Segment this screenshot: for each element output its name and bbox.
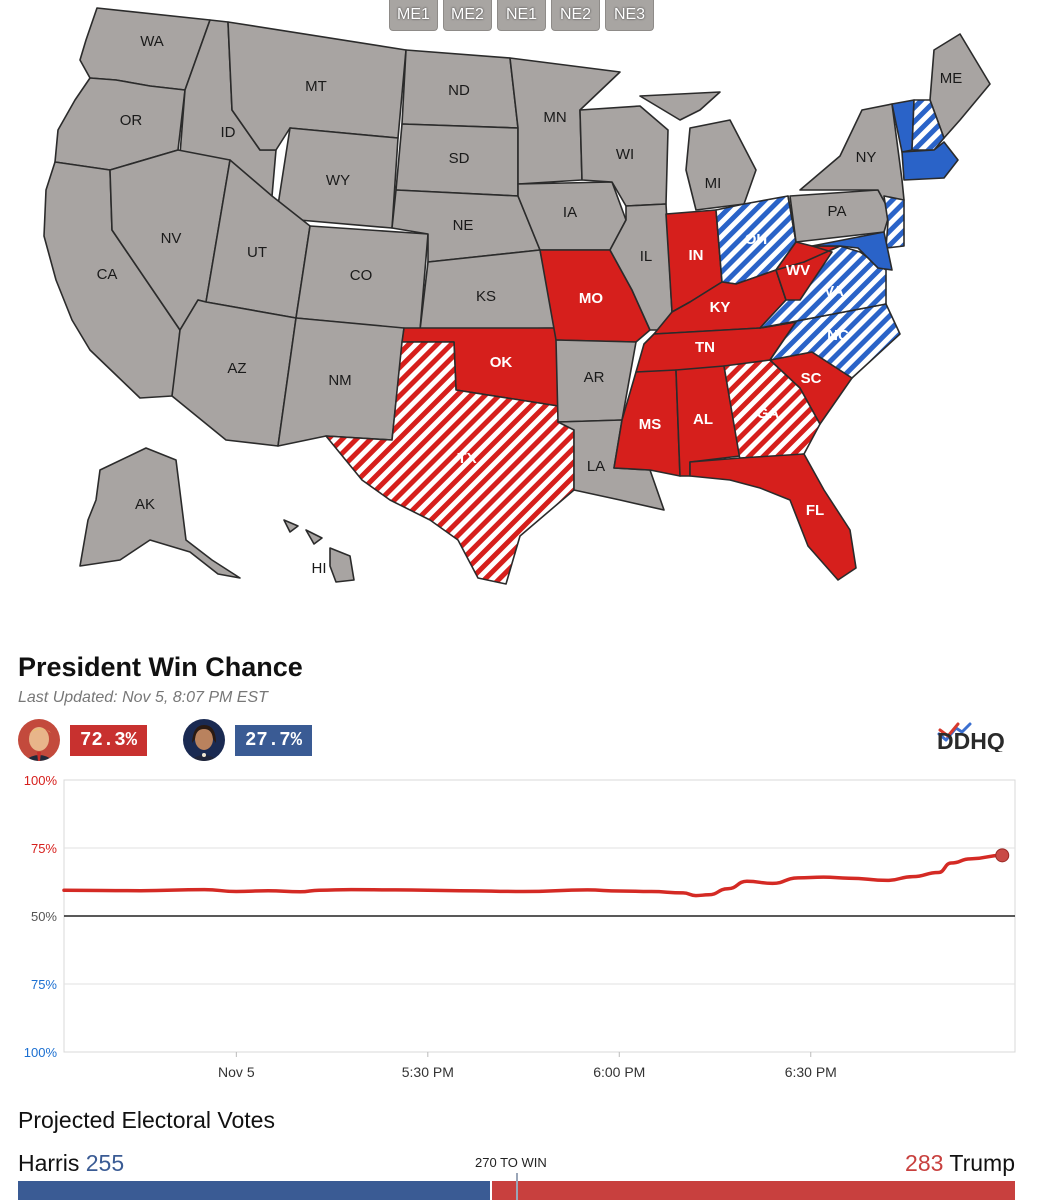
state-label-wv: WV [786,262,810,279]
district-button-me2[interactable]: ME2 [443,0,492,31]
state-label-az: AZ [227,360,246,377]
state-label-fl: FL [806,502,824,519]
state-pa[interactable] [789,189,891,243]
state-label-wa: WA [140,33,164,50]
state-label-va: VA [824,283,844,300]
ddhq-logo-text: DDHQ [937,728,1005,752]
to-win-label: 270 TO WIN [475,1155,547,1170]
state-label-sc: SC [801,370,822,387]
x-tick-label: 6:30 PM [785,1064,837,1080]
state-label-ks: KS [476,288,496,305]
state-label-sd: SD [449,150,470,167]
y-tick-label: 75% [31,977,57,992]
ev-bar [18,1173,1015,1200]
state-label-or: OR [120,112,143,129]
us-map-section: ME1 ME2 NE1 NE2 NE3 [43,0,991,585]
y-axis: 100% 75% 50% 75% 100% [24,773,58,1060]
trump-pct-badge: 72.3% [70,724,148,756]
state-label-ny: NY [856,149,877,166]
x-tick-label: Nov 5 [218,1064,255,1080]
state-label-ut: UT [247,244,267,261]
state-label-nm: NM [328,372,351,389]
y-tick-label: 50% [31,909,57,924]
ev-bar-harris [18,1181,490,1200]
state-label-ga: GA [757,405,780,422]
ev-bar-trump [491,1181,1015,1200]
state-label-ia: IA [563,204,577,221]
state-label-mt: MT [305,78,327,95]
y-grid [64,847,1015,985]
state-label-la: LA [587,458,605,475]
state-ma[interactable] [901,141,959,181]
state-label-in: IN [689,247,704,264]
trump-avatar [18,719,60,761]
state-label-me: ME [940,70,963,87]
state-label-co: CO [350,267,373,284]
state-label-mi: MI [705,175,722,192]
state-label-ar: AR [584,369,605,386]
x-tick-label: 6:00 PM [593,1064,645,1080]
y-tick-label: 100% [24,773,58,788]
state-label-mo: MO [579,290,603,307]
state-label-ms: MS [639,416,662,433]
state-tx[interactable] [325,341,575,585]
state-label-id: ID [221,124,236,141]
state-label-tn: TN [695,339,715,356]
harris-chance: 27.7% [183,719,313,761]
district-button-ne2[interactable]: NE2 [551,0,600,31]
win-chance-chart: Nov 5 5:30 PM 6:00 PM 6:30 PM 100% 75% 50% 75%… [24,773,1016,1080]
state-label-il: IL [640,248,653,265]
state-label-pa: PA [828,203,847,220]
x-axis: Nov 5 5:30 PM 6:00 PM 6:30 PM [218,1052,837,1080]
trump-ev-label: 283 Trump [905,1150,1015,1177]
state-label-nd: ND [448,82,470,99]
trump-win-line [62,853,1004,898]
state-nj[interactable] [883,195,905,249]
state-label-wy: WY [326,172,350,189]
state-md[interactable] [811,231,893,271]
district-button-ne1[interactable]: NE1 [497,0,546,31]
trump-name: Trump [949,1150,1015,1176]
latest-point-marker[interactable] [995,848,1010,863]
district-button-me1[interactable]: ME1 [389,0,438,31]
state-label-nv: NV [161,230,182,247]
state-label-wi: WI [616,146,634,163]
state-nc[interactable] [759,303,901,379]
state-label-oh: OH [745,231,768,248]
state-label-ca: CA [97,266,118,283]
y-tick-label: 75% [31,841,57,856]
trump-ev-count: 283 [905,1150,944,1176]
win-chance-title: President Win Chance [18,652,303,682]
series-group [62,848,1010,898]
state-fl[interactable] [689,453,857,581]
state-label-mn: MN [543,109,566,126]
district-buttons: ME1 ME2 NE1 NE2 NE3 [389,0,654,31]
ev-270-marker [515,1173,518,1200]
district-button-ne3[interactable]: NE3 [605,0,654,31]
trump-chance: 72.3% [18,719,148,761]
harris-ev-count: 255 [85,1150,125,1176]
state-label-tx: TX [457,450,476,467]
state-ak[interactable] [79,447,241,579]
state-label-hi: HI [312,560,327,577]
ev-title: Projected Electoral Votes [18,1107,275,1133]
state-nh[interactable] [911,99,945,151]
harris-ev-label: Harris 255 [18,1150,124,1177]
harris-name: Harris [18,1150,80,1176]
x-tick-label: 5:30 PM [402,1064,454,1080]
state-label-nc: NC [827,327,849,344]
state-label-ne: NE [453,217,474,234]
us-map: WA OR CA ID NV MT WY UT AZ CO NM ND SD NE KS OK TX MN IA MO… [43,7,991,585]
last-updated: Last Updated: Nov 5, 8:07 PM EST [18,689,268,706]
harris-pct-badge: 27.7% [235,724,313,756]
state-hi[interactable] [283,519,355,583]
ddhq-logo: DDHQ [936,718,1018,757]
y-tick-label: 100% [24,1045,58,1060]
state-ny[interactable] [799,103,905,213]
state-label-al: AL [693,411,713,428]
harris-avatar [183,719,225,761]
state-label-ky: KY [710,299,731,316]
state-label-ok: OK [490,354,513,371]
state-label-ak: AK [135,496,155,513]
